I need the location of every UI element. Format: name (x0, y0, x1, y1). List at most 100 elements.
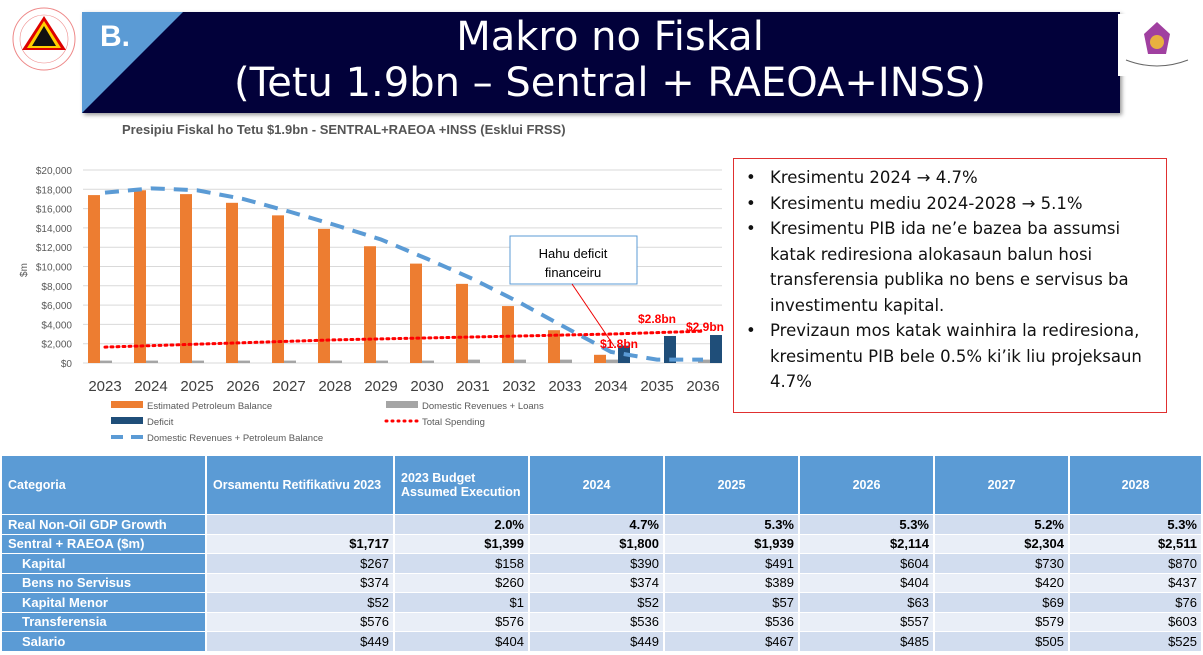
table-cell: $449 (530, 632, 663, 651)
y-tick-label: $10,000 (36, 263, 73, 274)
table-cell: $267 (207, 554, 393, 573)
line-domestic-revenues-petroleum-balance (104, 186, 703, 362)
chart-title: Presipiu Fiskal ho Tetu $1.9bn - SENTRAL… (122, 122, 566, 137)
bar-domestic-revenues-loans (330, 360, 342, 363)
row-label: Bens no Servisus (2, 573, 205, 592)
table-cell: $374 (530, 573, 663, 592)
table-cell: $404 (395, 632, 528, 651)
rdtl-emblem-logo (12, 7, 76, 71)
table-cell: $2,511 (1070, 534, 1201, 553)
table-cell: $437 (1070, 573, 1201, 592)
bar-domestic-revenues-loans (698, 359, 710, 363)
column-header: 2026 (800, 456, 933, 514)
title-banner (82, 12, 1120, 113)
note-item: Kresimentu mediu 2024-2028 → 5.1% (742, 191, 1156, 217)
bar-estimated-petroleum-balance (318, 228, 330, 363)
column-header: 2023 Budget Assumed Execution (395, 456, 528, 514)
bar-estimated-petroleum-balance (134, 190, 146, 363)
table-cell: $390 (530, 554, 663, 573)
ministry-finance-logo (1118, 14, 1196, 76)
table-cell: $2,114 (800, 534, 933, 553)
row-label: Kapital Menor (2, 593, 205, 612)
table-cell: $576 (207, 612, 393, 631)
table-cell: $870 (1070, 554, 1201, 573)
column-header: 2028 (1070, 456, 1201, 514)
y-tick-label: $12,000 (36, 243, 73, 254)
legend-label: Domestic Revenues + Petroleum Balance (147, 433, 323, 444)
bar-domestic-revenues-loans (422, 360, 434, 363)
bar-domestic-revenues-loans (606, 359, 618, 363)
section-triangle (82, 12, 183, 113)
bar-estimated-petroleum-balance (410, 263, 422, 363)
table-cell: 4.7% (530, 515, 663, 534)
callout-box (509, 235, 638, 285)
table-cell: $1,399 (395, 534, 528, 553)
bar-domestic-revenues-loans (514, 359, 526, 363)
row-label: Sentral + RAEOA ($m) (2, 534, 205, 553)
legend-swatch (111, 401, 143, 408)
table-row: Kapital $267 $158 $390 $491 $604 $730 $870 (2, 554, 1201, 573)
line-total-spending (103, 329, 705, 349)
table-cell (207, 515, 393, 534)
table-cell: $536 (530, 612, 663, 631)
column-header: 2024 (530, 456, 663, 514)
row-label: Salario (2, 632, 205, 651)
table-cell: $158 (395, 554, 528, 573)
bar-estimated-petroleum-balance (502, 306, 514, 363)
table-cell: $389 (665, 573, 798, 592)
y-tick-label: $18,000 (36, 185, 73, 196)
table-cell: $1,800 (530, 534, 663, 553)
bar-estimated-petroleum-balance (88, 195, 100, 363)
legend-label: Domestic Revenues + Loans (422, 401, 544, 412)
table-cell: $76 (1070, 593, 1201, 612)
y-tick-label: $16,000 (36, 205, 73, 216)
bar-estimated-petroleum-balance (548, 330, 560, 363)
table-cell: $420 (935, 573, 1068, 592)
bar-estimated-petroleum-balance (180, 194, 192, 363)
table-cell: $52 (530, 593, 663, 612)
row-label: Kapital (2, 554, 205, 573)
y-tick-label: $8,000 (41, 282, 72, 293)
y-tick-label: $0 (61, 359, 73, 370)
page-title: Makro no Fiskal (Tetu 1.9bn – Sentral + … (150, 14, 1070, 106)
bar-domestic-revenues-loans (192, 360, 204, 363)
callout-arrow (571, 283, 615, 347)
note-item: Kresimentu 2024 → 4.7% (742, 165, 1156, 191)
x-tick-label: 2026 (226, 378, 259, 395)
x-tick-label: 2023 (88, 378, 121, 395)
bar-estimated-petroleum-balance (272, 215, 284, 363)
y-axis-label: $m (19, 263, 30, 277)
deficit-label-2034: $1.8bn (600, 337, 638, 351)
note-item: Previzaun mos katak wainhira la rediresi… (742, 318, 1156, 395)
table-cell: $449 (207, 632, 393, 651)
x-tick-label: 2024 (134, 378, 167, 395)
legend-label: Total Spending (422, 417, 485, 428)
bar-deficit (710, 335, 722, 363)
title-line-1: Makro no Fiskal (456, 14, 764, 60)
row-label: Transferensia (2, 612, 205, 631)
x-tick-label: 2029 (364, 378, 397, 395)
table-cell: $69 (935, 593, 1068, 612)
table-cell: 2.0% (395, 515, 528, 534)
y-tick-label: $6,000 (41, 301, 72, 312)
x-tick-label: 2033 (548, 378, 581, 395)
x-tick-label: 2031 (456, 378, 489, 395)
table-cell: 5.3% (800, 515, 933, 534)
x-tick-label: 2034 (594, 378, 627, 395)
bar-domestic-revenues-loans (284, 360, 296, 363)
callout-line-1: Hahu deficit (539, 246, 608, 261)
section-label: B. (100, 20, 130, 53)
table-cell: $374 (207, 573, 393, 592)
legend-swatch (111, 417, 143, 424)
table-cell: $2,304 (935, 534, 1068, 553)
table-row: Transferensia $576 $576 $536 $536 $557 $579 $60… (2, 612, 1201, 631)
title-line-2: (Tetu 1.9bn – Sentral + RAEOA+INSS) (233, 60, 986, 106)
row-label: Real Non-Oil GDP Growth (2, 515, 205, 534)
y-tick-label: $4,000 (41, 320, 72, 331)
table-cell: $260 (395, 573, 528, 592)
table-cell: 5.3% (1070, 515, 1201, 534)
legend-swatch (386, 401, 418, 408)
x-tick-label: 2028 (318, 378, 351, 395)
x-tick-label: 2035 (640, 378, 673, 395)
table-cell: $467 (665, 632, 798, 651)
